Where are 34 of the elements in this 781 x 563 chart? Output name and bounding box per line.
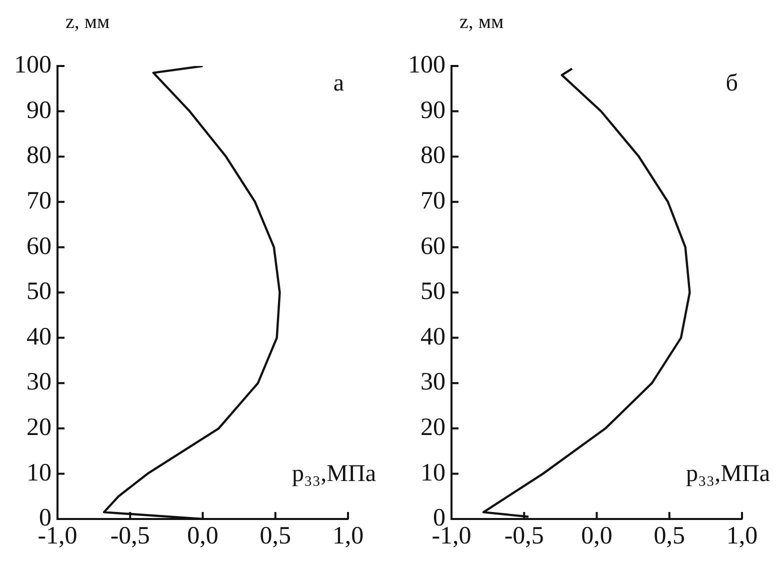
y-tick-label: 10: [420, 459, 446, 486]
y-tick-label: 20: [26, 414, 52, 441]
y-axis-title: z, мм: [460, 11, 504, 33]
y-tick-label: 60: [26, 232, 52, 260]
y-tick-label: 100: [14, 52, 52, 79]
x-tick-label: 0,0: [581, 522, 612, 550]
y-tick-label: 50: [26, 278, 52, 306]
x-axis-title: p₃₃,МПа: [292, 461, 376, 487]
y-tick-label: 30: [26, 368, 52, 396]
x-tick-label: 0,5: [654, 522, 685, 550]
x-tick-label: 1,0: [726, 522, 758, 550]
y-tick-label: 10: [26, 459, 52, 486]
x-axis-title: p₃₃,МПа: [686, 461, 770, 487]
y-tick-label: 80: [26, 142, 52, 170]
x-tick-label: -0,5: [504, 522, 544, 550]
y-tick-label: 100: [408, 52, 446, 79]
x-tick-label: 0,0: [187, 522, 218, 550]
annotation: а: [333, 70, 344, 96]
y-tick-label: 20: [420, 414, 446, 441]
x-tick-label: 0,5: [260, 522, 291, 550]
y-tick-label: 50: [420, 278, 446, 306]
y-tick-label: 70: [420, 187, 446, 214]
y-tick-label: 60: [420, 232, 446, 260]
y-tick-label: 90: [420, 96, 446, 124]
y-axis-title: z, мм: [66, 11, 110, 33]
y-tick-label: 40: [420, 323, 446, 350]
x-tick-label: -0,5: [110, 522, 150, 550]
y-tick-label: 90: [26, 96, 52, 124]
y-tick-label: 30: [420, 368, 446, 396]
y-tick-label: 80: [420, 142, 446, 170]
y-tick-label: 40: [26, 323, 52, 350]
x-tick-label: 1,0: [332, 522, 364, 550]
annotation: б: [726, 70, 738, 96]
y-tick-label: 70: [26, 187, 52, 214]
